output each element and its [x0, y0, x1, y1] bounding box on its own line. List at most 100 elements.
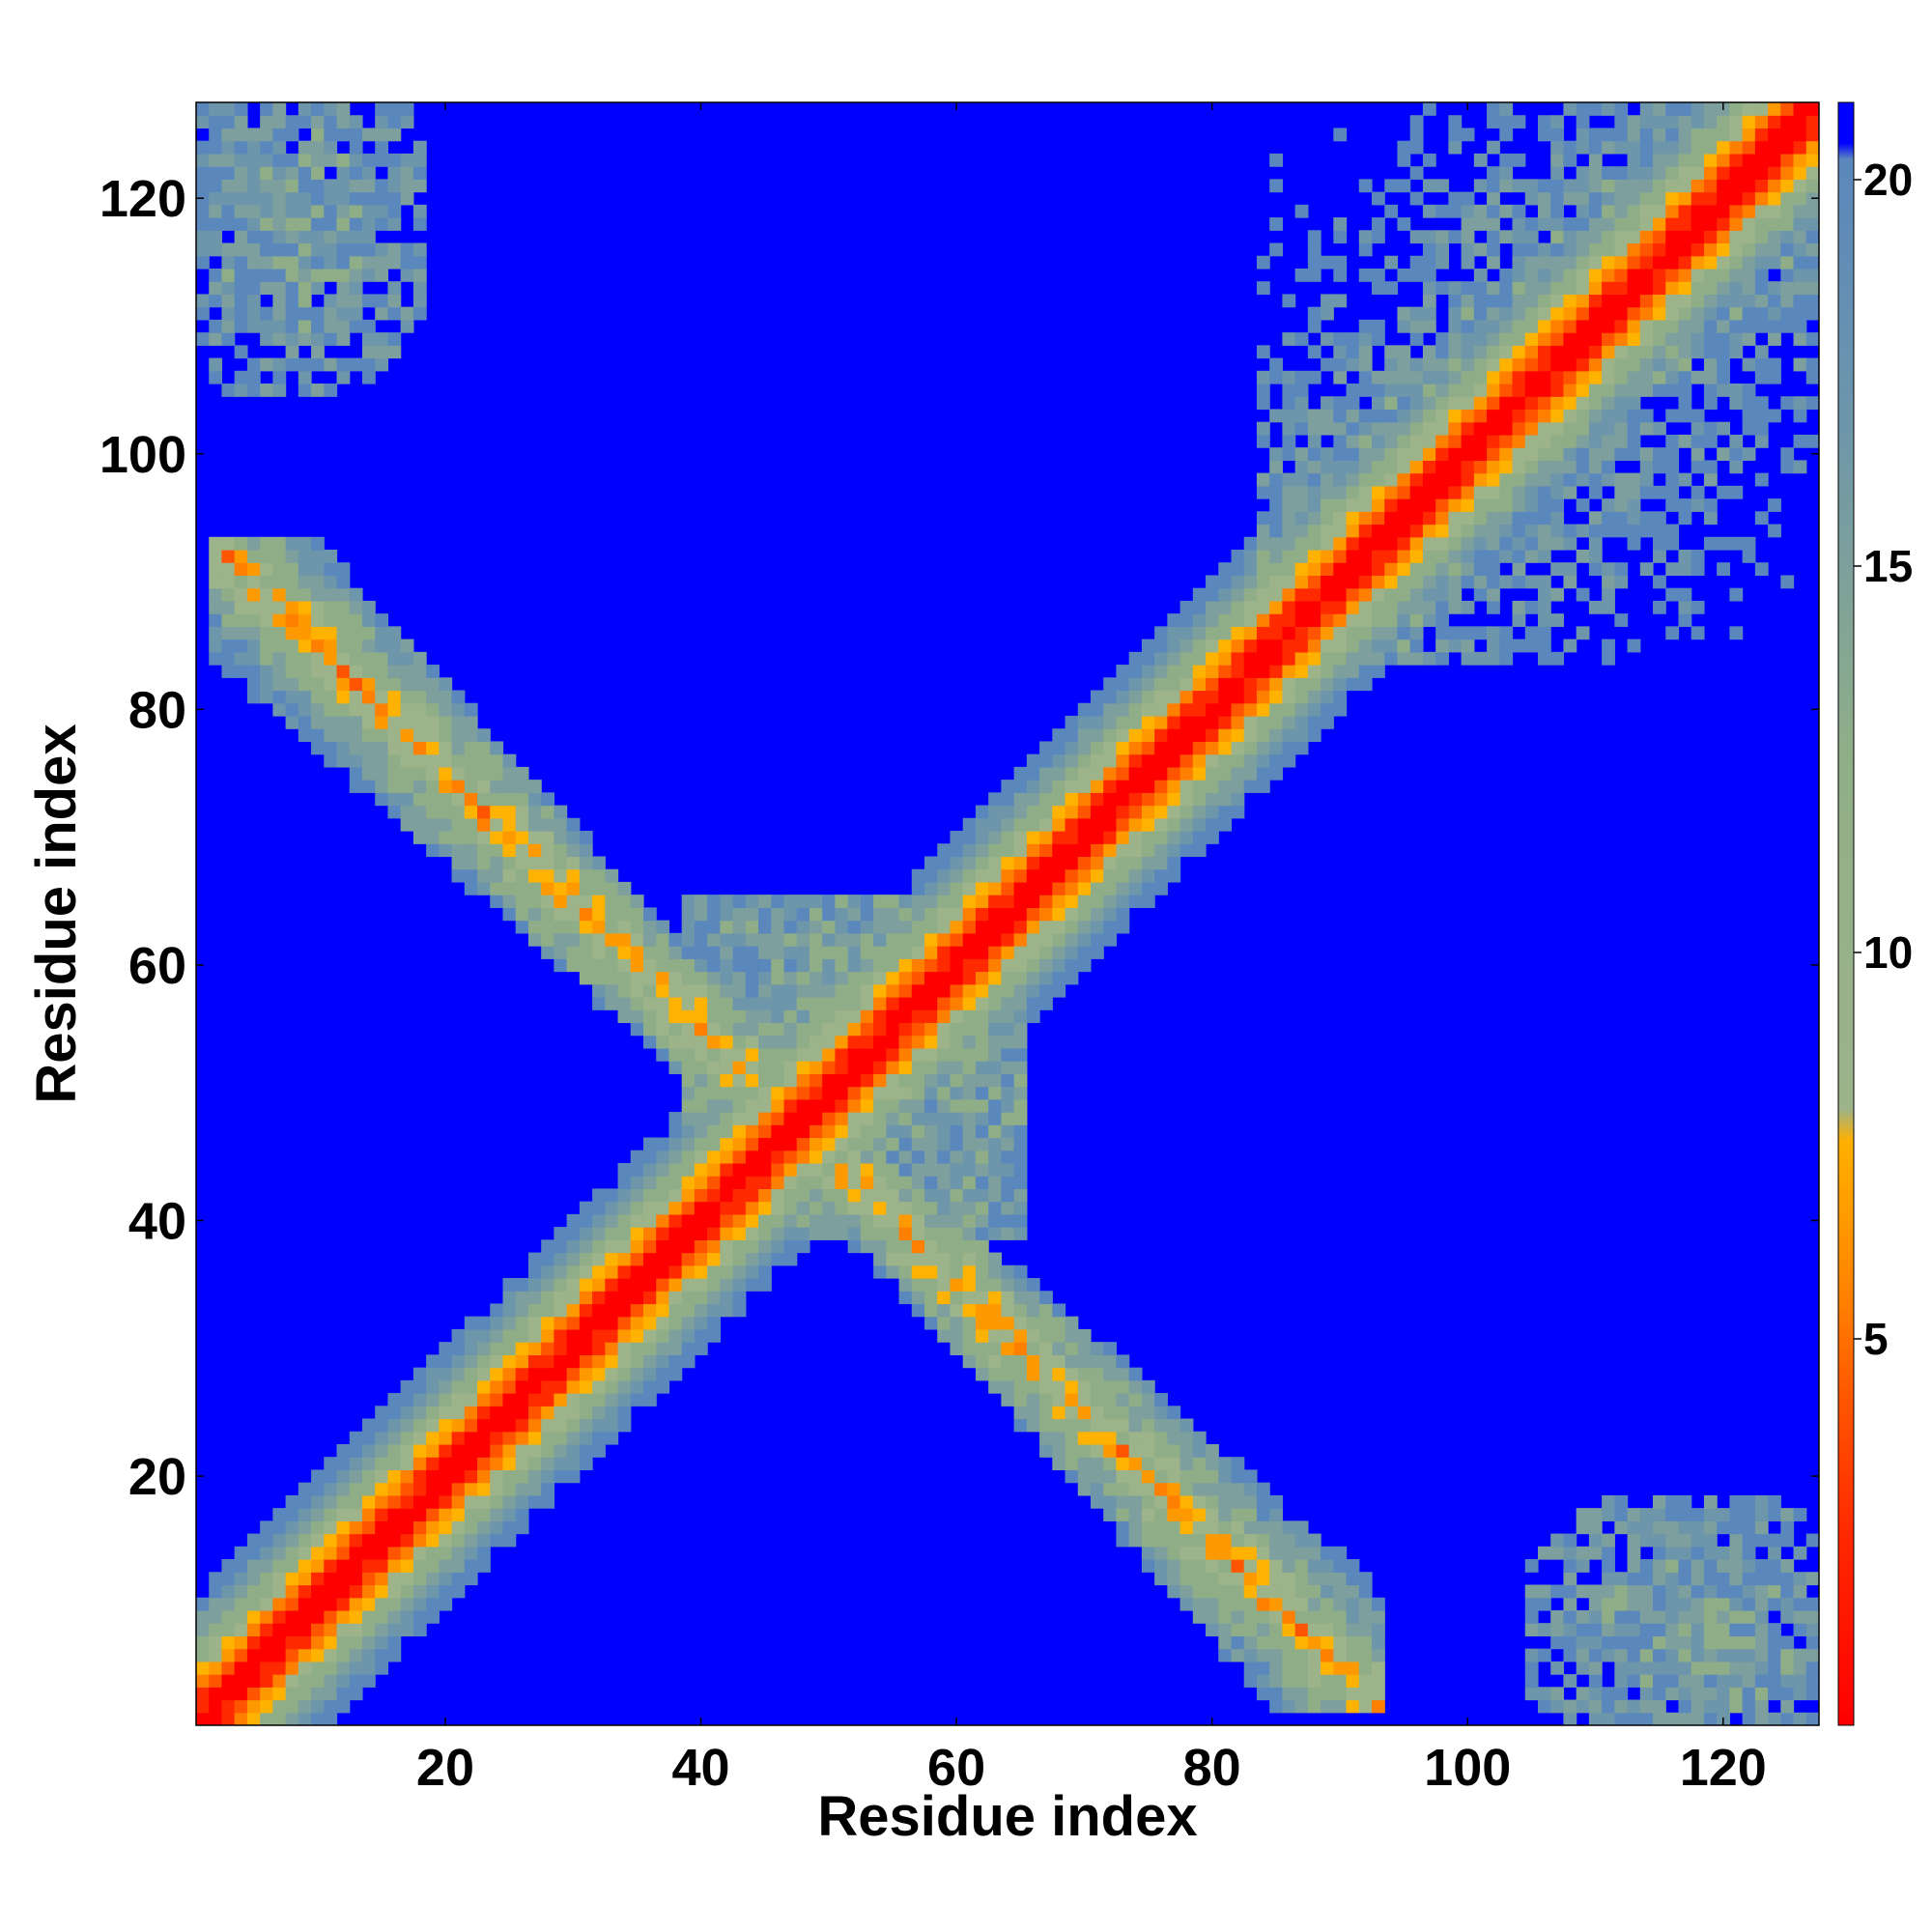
heatmap-cell [502, 1508, 517, 1521]
heatmap-cell [1487, 524, 1500, 538]
heatmap-cell [412, 1623, 427, 1636]
heatmap-cell [1141, 1393, 1155, 1406]
heatmap-cell [477, 728, 491, 743]
heatmap-cell [1805, 1572, 1819, 1586]
heatmap-cell [1499, 179, 1514, 193]
heatmap-cell [962, 1291, 977, 1305]
heatmap-cell [1013, 1137, 1028, 1151]
heatmap-cell [1602, 1584, 1615, 1599]
heatmap-cell [246, 677, 261, 692]
heatmap-cell [1717, 153, 1730, 167]
heatmap-cell [886, 958, 900, 973]
heatmap-cell [579, 1328, 593, 1343]
heatmap-cell [361, 1597, 376, 1611]
heatmap-cell [605, 1354, 619, 1369]
heatmap-cell [451, 1328, 466, 1343]
heatmap-cell [1461, 485, 1475, 499]
heatmap-cell [1499, 281, 1514, 296]
heatmap-cell [1614, 370, 1629, 384]
heatmap-cell [502, 1482, 517, 1496]
heatmap-cell [694, 1137, 708, 1151]
heatmap-cell [1499, 102, 1514, 116]
heatmap-cell [886, 1073, 900, 1088]
heatmap-cell [1372, 600, 1385, 614]
heatmap-cell [656, 1328, 670, 1343]
heatmap-cell [324, 1546, 338, 1560]
heatmap-cell [1116, 715, 1130, 729]
heatmap-cell [1805, 370, 1819, 384]
heatmap-cell [1717, 370, 1730, 384]
heatmap-cell [1333, 651, 1348, 666]
heatmap-cell [1435, 575, 1449, 589]
heatmap-cell [1678, 140, 1692, 155]
heatmap-cell [1665, 1520, 1680, 1535]
heatmap-cell [1602, 294, 1615, 308]
heatmap-cell [1128, 843, 1143, 858]
heatmap-cell [336, 1559, 351, 1573]
heatmap-cell [1639, 242, 1654, 257]
heatmap-cell [1065, 1431, 1079, 1445]
heatmap-cell [464, 1546, 478, 1560]
heatmap-cell [1422, 524, 1436, 538]
heatmap-cell [975, 1162, 989, 1177]
heatmap-cell [745, 1213, 759, 1228]
heatmap-cell [1627, 1609, 1641, 1624]
heatmap-cell [1141, 702, 1155, 717]
heatmap-cell [400, 715, 414, 729]
heatmap-cell [1154, 817, 1168, 832]
heatmap-cell [617, 932, 632, 947]
heatmap-cell [260, 128, 273, 142]
heatmap-cell [464, 1328, 478, 1343]
heatmap-cell [541, 868, 554, 883]
heatmap-cell [1321, 626, 1334, 640]
heatmap-cell [234, 600, 248, 614]
heatmap-cell [1103, 881, 1118, 895]
heatmap-cell [527, 881, 542, 895]
heatmap-cell [349, 1431, 363, 1445]
heatmap-cell [592, 1316, 606, 1330]
heatmap-cell [1103, 1406, 1118, 1420]
heatmap-cell [1090, 920, 1104, 934]
heatmap-cell [221, 319, 236, 333]
heatmap-cell [1001, 792, 1015, 807]
heatmap-cell [809, 1124, 823, 1139]
heatmap-cell [975, 920, 989, 934]
heatmap-cell [1372, 651, 1385, 666]
heatmap-cell [668, 1201, 683, 1215]
heatmap-cell [732, 1162, 747, 1177]
heatmap-cell [298, 690, 312, 704]
heatmap-cell [477, 856, 491, 870]
heatmap-cell [1550, 217, 1565, 231]
heatmap-cell [1065, 1457, 1079, 1471]
heatmap-cell [1422, 613, 1436, 627]
heatmap-cell [209, 575, 223, 589]
heatmap-cell [272, 562, 287, 577]
heatmap-cell [975, 1176, 989, 1190]
heatmap-cell [1550, 1546, 1565, 1560]
heatmap-cell [1077, 920, 1092, 934]
heatmap-cell [1729, 1597, 1744, 1611]
heatmap-cell [1793, 204, 1807, 218]
heatmap-cell [1473, 345, 1488, 359]
heatmap-cell [1001, 996, 1015, 1010]
heatmap-cell [1461, 332, 1475, 346]
heatmap-cell [209, 242, 223, 257]
heatmap-cell [361, 332, 376, 346]
heatmap-cell [1639, 204, 1654, 218]
heatmap-cell [1690, 1520, 1705, 1535]
heatmap-cell [1729, 1533, 1744, 1548]
heatmap-cell [1307, 421, 1321, 436]
heatmap-cell [246, 1661, 261, 1675]
heatmap-cell [387, 1406, 402, 1420]
heatmap-cell [1614, 1609, 1629, 1624]
heatmap-cell [1218, 1494, 1233, 1509]
heatmap-cell [1614, 281, 1629, 296]
heatmap-cell [975, 1239, 989, 1254]
heatmap-cell [656, 1137, 670, 1151]
heatmap-cell [412, 179, 427, 193]
heatmap-cell [1026, 1303, 1040, 1318]
heatmap-cell [1269, 677, 1284, 692]
heatmap-cell [694, 1239, 708, 1254]
heatmap-cell [1321, 409, 1334, 423]
heatmap-cell [1703, 1712, 1718, 1725]
